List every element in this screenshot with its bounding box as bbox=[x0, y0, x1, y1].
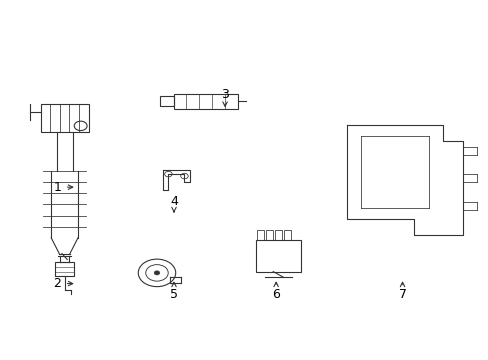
Circle shape bbox=[154, 271, 160, 275]
Text: 7: 7 bbox=[398, 288, 406, 301]
Text: 1: 1 bbox=[53, 181, 61, 194]
Bar bbox=[255, 240, 301, 271]
Text: 2: 2 bbox=[53, 277, 61, 290]
Bar bbox=[41, 104, 88, 132]
Text: 3: 3 bbox=[221, 88, 228, 101]
Bar bbox=[284, 230, 290, 240]
Bar bbox=[266, 230, 272, 240]
Bar bbox=[275, 230, 281, 240]
Text: 4: 4 bbox=[170, 195, 178, 208]
Text: 5: 5 bbox=[170, 288, 178, 301]
Bar bbox=[173, 94, 237, 109]
Bar bbox=[160, 96, 173, 106]
Text: 6: 6 bbox=[272, 288, 280, 301]
Bar bbox=[55, 262, 74, 276]
Bar bbox=[257, 230, 263, 240]
